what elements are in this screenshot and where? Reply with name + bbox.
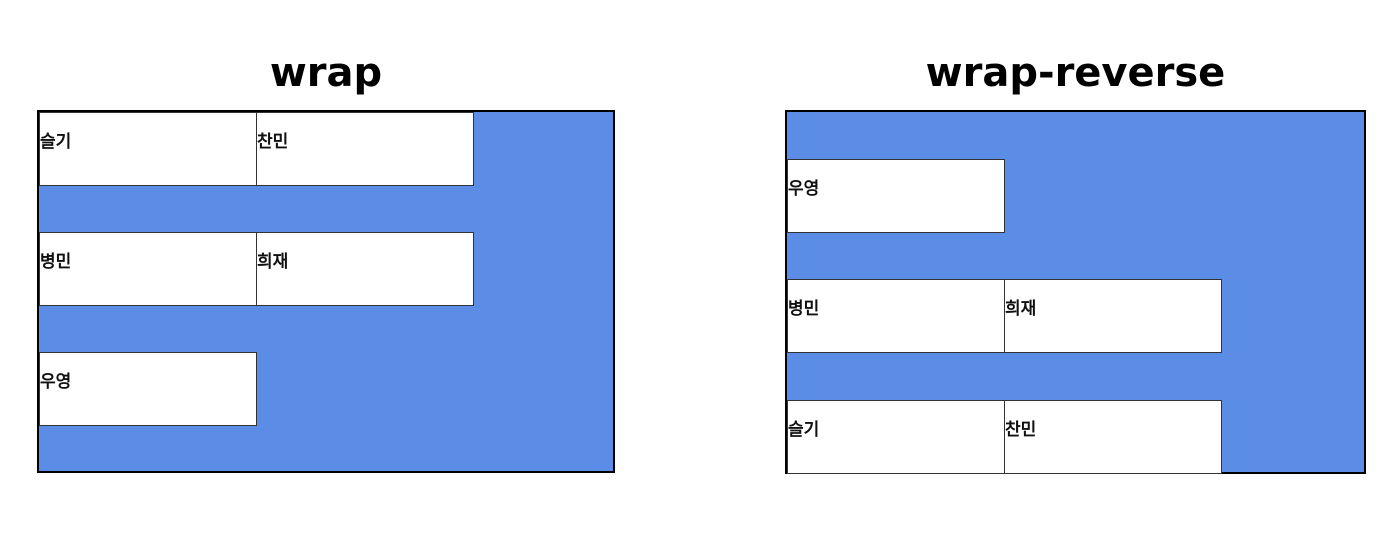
flex-item-5: 우영 xyxy=(39,352,257,426)
flex-item-3: 병민 xyxy=(787,279,1005,353)
flex-item-2: 찬민 xyxy=(1004,400,1222,474)
item-label: 병민 xyxy=(788,299,820,319)
flex-item-5: 우영 xyxy=(787,159,1005,233)
item-label: 슬기 xyxy=(40,132,72,152)
item-label: 찬민 xyxy=(257,132,289,152)
panel-title-wrap: wrap xyxy=(269,50,383,96)
flex-item-1: 슬기 xyxy=(787,400,1005,474)
flex-item-3: 병민 xyxy=(39,232,257,306)
item-label: 우영 xyxy=(40,372,72,392)
panel-title-wrap-reverse: wrap-reverse xyxy=(925,50,1226,96)
flex-item-4: 희재 xyxy=(256,232,474,306)
item-label: 우영 xyxy=(788,179,820,199)
item-label: 병민 xyxy=(40,252,72,272)
flex-container-wrap-reverse: 슬기 찬민 병민 희재 우영 xyxy=(785,110,1366,474)
item-label: 슬기 xyxy=(788,420,820,440)
flex-item-4: 희재 xyxy=(1004,279,1222,353)
flex-item-2: 찬민 xyxy=(256,112,474,186)
flex-container-wrap: 슬기 찬민 병민 희재 우영 xyxy=(37,110,615,473)
item-label: 희재 xyxy=(1005,299,1037,319)
flex-item-1: 슬기 xyxy=(39,112,257,186)
item-label: 희재 xyxy=(257,252,289,272)
item-label: 찬민 xyxy=(1005,420,1037,440)
